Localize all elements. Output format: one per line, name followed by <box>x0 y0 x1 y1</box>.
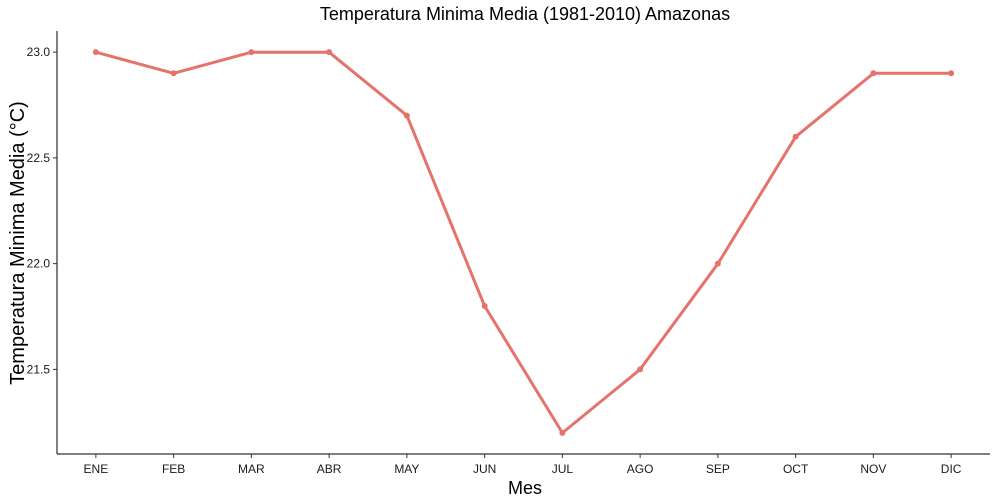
y-axis-title: Temperatura Minima Media (°C) <box>7 101 29 385</box>
data-point <box>170 70 177 77</box>
x-tick-label: MAR <box>238 462 265 476</box>
data-point <box>248 49 255 56</box>
data-point <box>403 112 410 119</box>
chart-title: Temperatura Minima Media (1981-2010) Ama… <box>320 4 730 24</box>
x-axis-ticks: ENE FEB MAR ABR MAY JUN JUL AGO SEP OCT NOV DIC <box>84 454 962 476</box>
data-point <box>559 429 566 436</box>
data-points <box>92 49 955 436</box>
data-point <box>792 133 799 140</box>
x-tick-label: NOV <box>860 462 886 476</box>
y-tick-label: 22.0 <box>27 257 51 271</box>
data-point <box>92 49 99 56</box>
data-point <box>870 70 877 77</box>
x-tick-label: DIC <box>941 462 962 476</box>
x-tick-label: FEB <box>162 462 185 476</box>
y-tick-label: 22.5 <box>27 151 51 165</box>
x-tick-label: JUN <box>473 462 496 476</box>
x-tick-label: ABR <box>317 462 342 476</box>
x-tick-label: OCT <box>783 462 809 476</box>
series-line <box>94 50 953 435</box>
x-tick-label: MAY <box>394 462 419 476</box>
data-point <box>637 366 644 373</box>
x-axis-title: Mes <box>508 478 542 498</box>
data-point <box>948 70 955 77</box>
data-point <box>326 49 333 56</box>
axes <box>56 31 990 455</box>
x-tick-label: ENE <box>84 462 109 476</box>
y-tick-label: 23.0 <box>27 45 51 59</box>
x-tick-label: AGO <box>627 462 654 476</box>
x-tick-label: JUL <box>552 462 574 476</box>
y-tick-label: 21.5 <box>27 362 51 376</box>
x-tick-label: SEP <box>706 462 730 476</box>
data-point <box>714 260 721 267</box>
data-point <box>481 302 488 309</box>
y-axis-ticks: 21.5 22.0 22.5 23.0 <box>27 45 57 376</box>
